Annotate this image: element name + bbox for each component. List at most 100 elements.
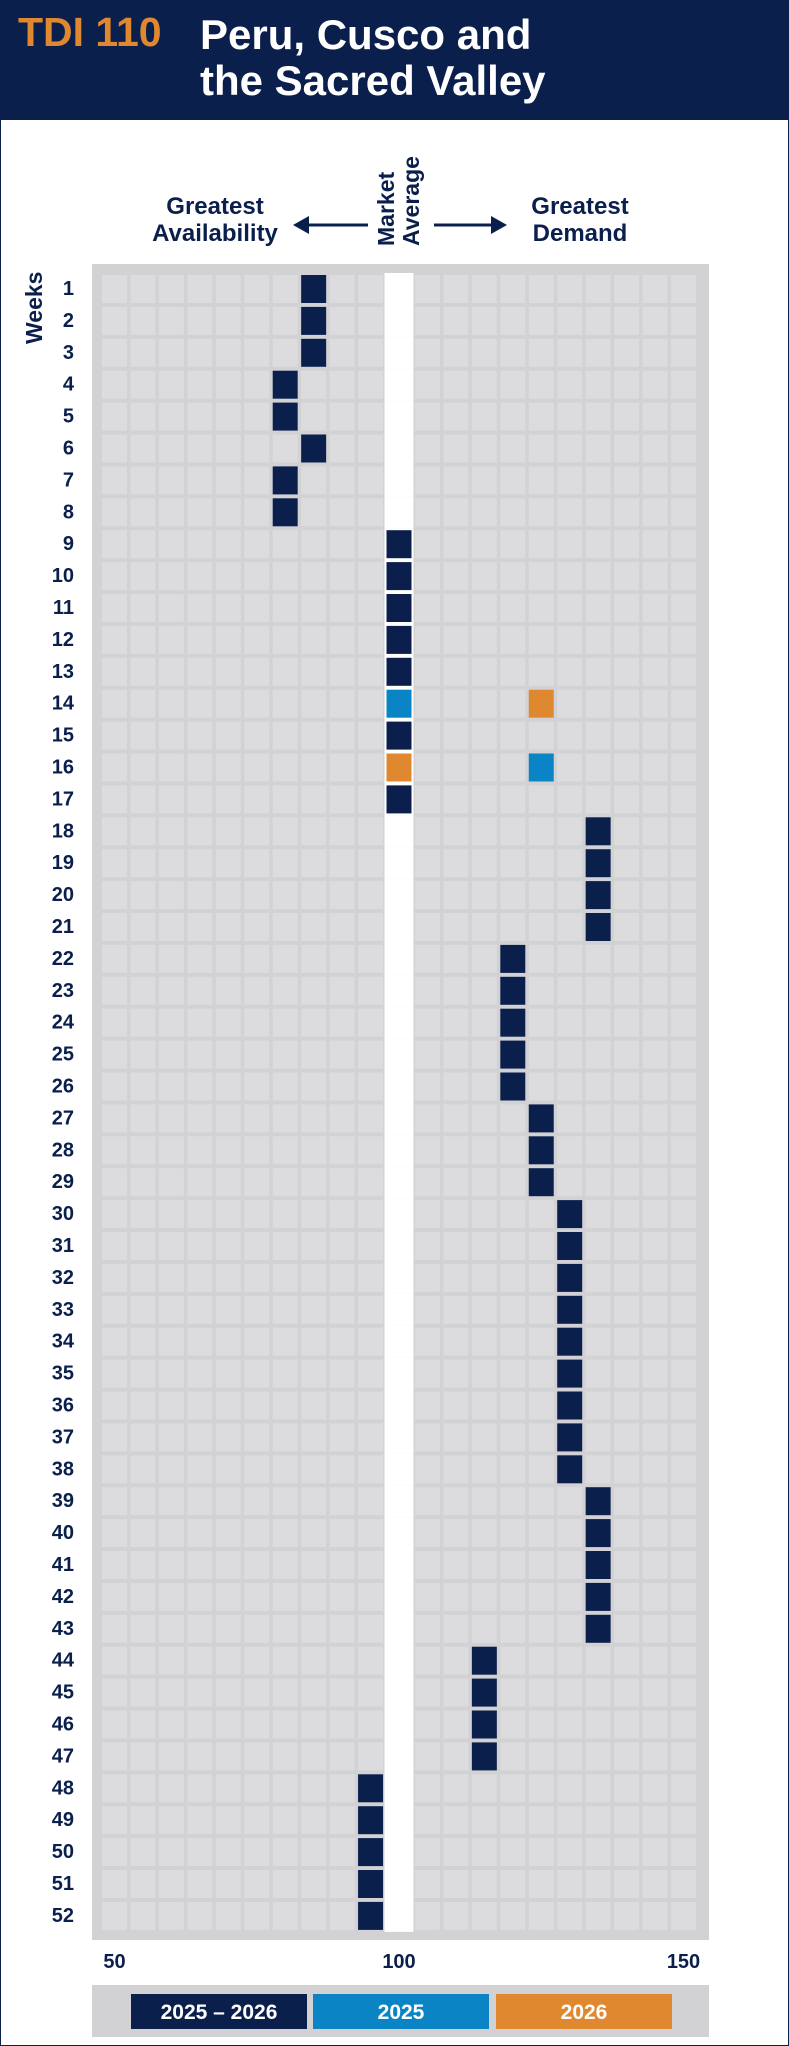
- grid-cell: [642, 1295, 668, 1324]
- grid-cell: [244, 625, 270, 654]
- grid-cell: [244, 1678, 270, 1707]
- grid-cell: [614, 1104, 640, 1133]
- grid-cell: [671, 944, 696, 973]
- grid-cell: [187, 1104, 213, 1133]
- grid-cell: [642, 1327, 668, 1356]
- grid-cell: [187, 1040, 213, 1069]
- market-average-column-cell: [384, 1006, 414, 1039]
- market-average-column-cell: [384, 1134, 414, 1167]
- grid-cell: [358, 753, 384, 782]
- grid-cell: [329, 1391, 355, 1420]
- grid-cell: [614, 1710, 640, 1739]
- grid-cell: [500, 881, 526, 910]
- grid-cell: [301, 1710, 327, 1739]
- grid-cell: [130, 338, 156, 367]
- grid-cell: [102, 817, 127, 846]
- market-average-column-cell: [384, 304, 414, 337]
- market-average-column-cell: [384, 974, 414, 1007]
- data-mark: [557, 1263, 583, 1292]
- grid-cell: [642, 1742, 668, 1771]
- grid-cell: [642, 1806, 668, 1835]
- grid-cell: [215, 881, 241, 910]
- grid-cell: [329, 1008, 355, 1037]
- grid-cell: [301, 1136, 327, 1165]
- grid-cell: [528, 944, 554, 973]
- grid-cell: [557, 753, 583, 782]
- grid-cell: [102, 1295, 127, 1324]
- grid-cell: [585, 1327, 611, 1356]
- grid-cell: [528, 1710, 554, 1739]
- grid-cell: [642, 466, 668, 495]
- grid-cell: [528, 1263, 554, 1292]
- grid-cell: [102, 1551, 127, 1579]
- grid-cell: [500, 849, 526, 878]
- grid-cell: [102, 306, 127, 335]
- grid-cell: [130, 1104, 156, 1133]
- grid-cell: [671, 562, 696, 591]
- grid-cell: [414, 1168, 440, 1197]
- grid-cell: [158, 1391, 184, 1420]
- grid-cell: [358, 1359, 384, 1388]
- grid-cell: [102, 625, 127, 654]
- grid-cell: [614, 1455, 640, 1484]
- market-average-column-cell: [384, 1389, 414, 1422]
- grid-cell: [244, 1519, 270, 1548]
- data-mark: [528, 1136, 554, 1165]
- grid-cell: [130, 944, 156, 973]
- grid-cell: [272, 1487, 298, 1516]
- grid-cell: [585, 1455, 611, 1484]
- grid-cell: [301, 1232, 327, 1260]
- grid-cell: [671, 370, 696, 399]
- grid-cell: [215, 434, 241, 463]
- week-label: 49: [52, 1809, 74, 1831]
- greatest-availability-label: Greatest Availability: [132, 193, 298, 247]
- data-mark: [500, 1040, 526, 1069]
- grid-cell: [614, 1614, 640, 1643]
- grid-cell: [272, 1838, 298, 1867]
- grid-cell: [301, 1423, 327, 1452]
- grid-cell: [557, 1870, 583, 1898]
- grid-cell: [614, 881, 640, 910]
- grid-cell: [301, 1614, 327, 1643]
- grid-cell: [614, 1678, 640, 1707]
- grid-cell: [471, 944, 497, 973]
- grid-cell: [244, 1582, 270, 1611]
- grid-cell: [244, 1455, 270, 1484]
- grid-cell: [414, 1359, 440, 1388]
- grid-cell: [301, 1104, 327, 1133]
- market-average-column-cell: [384, 942, 414, 975]
- grid-cell: [272, 1104, 298, 1133]
- grid-cell: [614, 1232, 640, 1260]
- grid-cell: [102, 913, 127, 941]
- data-mark: [500, 1008, 526, 1037]
- grid-cell: [528, 1072, 554, 1101]
- grid-cell: [272, 1168, 298, 1197]
- grid-cell: [329, 1423, 355, 1452]
- legend-label: 2026: [561, 2001, 608, 2024]
- grid-cell: [187, 657, 213, 686]
- grid-cell: [301, 1295, 327, 1324]
- grid-cell: [158, 1200, 184, 1229]
- grid-cell: [671, 1742, 696, 1771]
- grid-cell: [301, 1838, 327, 1867]
- grid-cell: [130, 498, 156, 527]
- week-label: 6: [63, 438, 74, 460]
- grid-cell: [642, 1901, 668, 1930]
- grid-cell: [358, 625, 384, 654]
- grid-cell: [585, 466, 611, 495]
- grid-cell: [614, 689, 640, 718]
- week-label: 42: [52, 1586, 74, 1608]
- grid-cell: [528, 1391, 554, 1420]
- grid-cell: [471, 1582, 497, 1611]
- grid-cell: [642, 498, 668, 527]
- grid-cell: [557, 434, 583, 463]
- data-mark: [358, 1838, 384, 1867]
- grid-cell: [301, 1327, 327, 1356]
- grid-cell: [642, 1168, 668, 1197]
- grid-cell: [187, 1200, 213, 1229]
- grid-cell: [642, 1455, 668, 1484]
- grid-cell: [244, 1774, 270, 1803]
- grid-cell: [158, 434, 184, 463]
- grid-cell: [358, 913, 384, 941]
- grid-cell: [244, 1487, 270, 1516]
